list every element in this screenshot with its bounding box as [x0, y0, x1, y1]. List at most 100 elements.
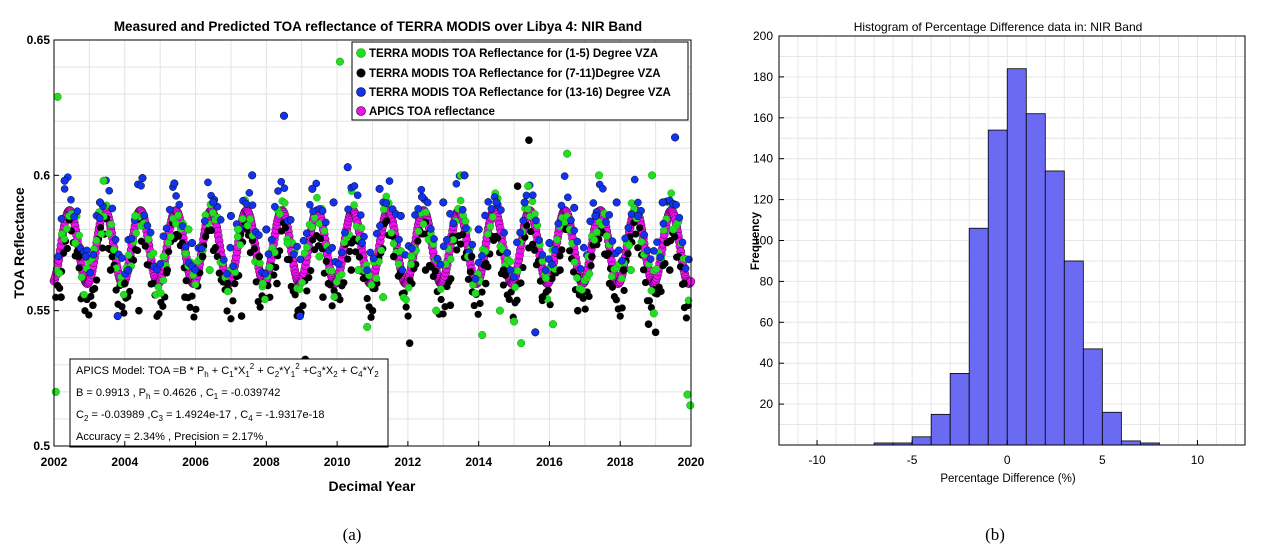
data-point-13-16	[531, 328, 540, 337]
measured-point-13-16	[274, 187, 282, 195]
measured-point-7-11	[616, 312, 624, 320]
measured-point-7-11	[305, 273, 313, 282]
measured-point-13-16	[439, 242, 448, 251]
data-point-7-11	[223, 279, 232, 288]
measured-point-13-16	[541, 266, 550, 274]
measured-point-7-11	[192, 305, 200, 313]
measured-point-13-16	[73, 207, 82, 216]
measured-point-13-16	[366, 248, 375, 257]
measured-point-7-11	[87, 292, 95, 301]
left-legend: TERRA MODIS TOA Reflectance for (1-5) De…	[351, 41, 689, 121]
measured-point-1-5	[320, 227, 329, 235]
measured-point-13-16	[181, 242, 190, 251]
measured-point-13-16	[630, 175, 639, 184]
histogram-bar	[1120, 440, 1141, 446]
data-point-13-16	[124, 266, 133, 275]
data-point-7-11	[319, 293, 327, 301]
measured-point-1-5	[659, 226, 668, 235]
data-point-1-5	[478, 330, 487, 340]
measured-point-13-16	[344, 205, 352, 214]
data-point-13-16	[308, 184, 317, 193]
data-point-1-5	[683, 390, 692, 399]
measured-point-1-5	[538, 257, 547, 266]
measured-point-13-16	[608, 237, 617, 245]
measured-point-1-5	[80, 290, 88, 299]
measured-point-7-11	[466, 268, 474, 276]
measured-point-7-11	[474, 310, 482, 318]
measured-point-13-16	[567, 216, 575, 225]
histogram-bar	[1063, 260, 1084, 446]
measured-point-7-11	[207, 226, 216, 235]
measured-point-1-5	[298, 278, 306, 287]
measured-point-13-16	[143, 221, 152, 230]
measured-point-13-16	[532, 216, 540, 225]
measured-point-7-11	[165, 248, 173, 256]
measured-point-7-11	[118, 303, 126, 311]
measured-point-13-16	[436, 260, 445, 269]
measured-point-7-11	[632, 230, 640, 238]
measured-point-13-16	[312, 179, 321, 188]
right-axis-ticks: -10 -5 0 5 10 20 40 60 80 100 120 140 160 180 200	[753, 29, 1204, 467]
right-ytick-label: 180	[753, 70, 773, 84]
data-point-13-16	[187, 238, 197, 248]
data-point-13-16	[545, 238, 554, 248]
measured-point-7-11	[85, 311, 93, 319]
data-point-1-5	[315, 252, 324, 261]
measured-point-13-16	[57, 214, 66, 223]
measured-point-1-5	[578, 286, 586, 294]
data-point-1-5	[51, 387, 60, 396]
measured-point-13-16	[178, 222, 187, 230]
data-point-13-16	[570, 203, 579, 212]
measured-point-7-11	[75, 264, 83, 272]
data-point-7-11	[405, 339, 414, 347]
measured-point-13-16	[60, 185, 69, 193]
histogram-bar	[1025, 113, 1046, 446]
right-ytick-label: 200	[753, 29, 773, 43]
measured-point-1-5	[328, 267, 336, 275]
right-ytick-label: 100	[753, 234, 773, 248]
measured-point-13-16	[242, 199, 250, 208]
data-point-13-16	[226, 211, 235, 220]
measured-point-13-16	[586, 217, 594, 226]
right-xtick-label: -10	[808, 453, 826, 467]
measured-point-7-11	[548, 274, 556, 283]
measured-point-13-16	[229, 262, 238, 271]
measured-point-1-5	[107, 220, 116, 229]
measured-point-1-5	[337, 270, 346, 279]
data-point-1-5	[495, 306, 504, 315]
measured-point-13-16	[548, 260, 556, 269]
measured-point-13-16	[449, 219, 457, 228]
measured-point-13-16	[108, 204, 117, 213]
measured-point-13-16	[337, 248, 346, 257]
measured-point-1-5	[149, 249, 158, 258]
measured-point-1-5	[652, 265, 661, 274]
measured-point-1-5	[55, 269, 64, 278]
measured-point-7-11	[457, 240, 465, 248]
data-point-13-16	[248, 171, 257, 180]
data-point-13-16	[375, 184, 384, 193]
measured-point-1-5	[684, 296, 693, 305]
data-point-13-16	[612, 198, 621, 207]
measured-point-7-11	[517, 279, 525, 287]
measured-point-1-5	[511, 283, 519, 291]
data-point-13-16	[138, 173, 147, 183]
right-ylabel: Frequency	[750, 211, 762, 270]
measured-point-1-5	[350, 201, 358, 209]
measured-point-7-11	[112, 286, 120, 294]
left-chart-title: Measured and Predicted TOA reflectance o…	[114, 19, 642, 34]
data-point-1-5	[510, 317, 519, 326]
measured-point-13-16	[277, 177, 285, 186]
data-point-7-11	[680, 279, 688, 288]
histogram-bar	[1082, 348, 1103, 446]
measured-point-13-16	[385, 177, 394, 185]
data-point-7-11	[181, 293, 189, 301]
measured-point-13-16	[341, 228, 349, 237]
measured-point-7-11	[91, 284, 99, 293]
data-point-7-11	[255, 252, 264, 261]
measured-point-7-11	[108, 253, 116, 261]
measured-point-13-16	[156, 260, 164, 268]
measured-point-1-5	[256, 259, 264, 267]
measured-point-7-11	[566, 247, 574, 255]
measured-point-13-16	[261, 269, 270, 278]
measured-point-7-11	[544, 286, 552, 294]
